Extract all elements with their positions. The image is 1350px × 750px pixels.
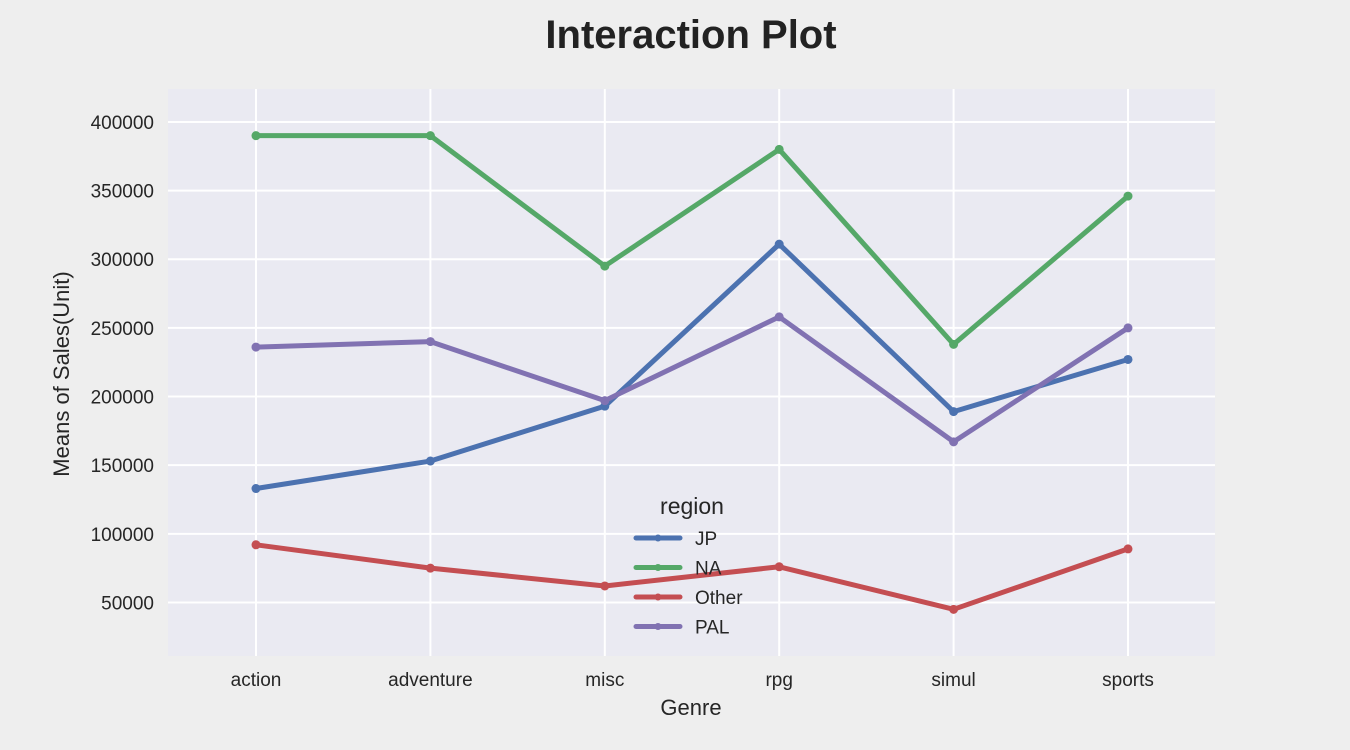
data-point-other xyxy=(1123,544,1133,554)
y-tick-label: 50000 xyxy=(101,593,154,614)
y-tick-label: 200000 xyxy=(91,388,154,409)
series-line-other xyxy=(253,542,1131,612)
legend-label-other: Other xyxy=(695,588,743,609)
data-point-jp xyxy=(1123,354,1133,364)
series-line-pal xyxy=(253,314,1131,445)
y-tick-label: 250000 xyxy=(91,319,154,340)
data-point-other xyxy=(600,581,610,591)
x-tick-label: rpg xyxy=(765,670,792,691)
data-point-pal xyxy=(949,437,959,447)
data-point-other xyxy=(949,604,959,614)
data-point-other xyxy=(251,540,261,550)
data-point-na xyxy=(949,339,959,349)
plot-area xyxy=(168,89,1215,656)
data-point-na xyxy=(251,131,261,141)
data-point-pal xyxy=(600,396,610,406)
data-point-other xyxy=(425,563,435,573)
legend-marker-other xyxy=(654,593,662,601)
legend: region JP NA Other PAL xyxy=(633,493,743,639)
legend-label-pal: PAL xyxy=(695,618,730,639)
legend-marker-jp xyxy=(654,534,662,542)
data-point-na xyxy=(774,144,784,154)
data-point-pal xyxy=(774,312,784,322)
y-tick-label: 150000 xyxy=(91,456,154,477)
legend-marker-na xyxy=(654,564,662,571)
y-tick-label: 350000 xyxy=(91,182,154,203)
data-point-jp xyxy=(251,484,261,494)
y-tick-label: 100000 xyxy=(91,525,154,546)
data-point-na xyxy=(600,261,610,271)
x-axis-label: Genre xyxy=(660,695,721,720)
data-point-jp xyxy=(949,407,959,417)
data-point-pal xyxy=(1123,323,1133,333)
y-axis-label: Means of Sales(Unit) xyxy=(49,271,74,476)
series-line-jp xyxy=(253,241,1131,492)
legend-label-jp: JP xyxy=(695,529,717,550)
data-point-pal xyxy=(425,337,435,347)
x-tick-label: simul xyxy=(931,670,975,691)
data-point-pal xyxy=(251,342,261,352)
chart-title: Interaction Plot xyxy=(545,13,836,57)
legend-title: region xyxy=(660,493,724,519)
legend-label-na: NA xyxy=(695,559,722,580)
data-point-na xyxy=(1123,191,1133,201)
y-tick-label: 400000 xyxy=(91,113,154,134)
x-tick-label: misc xyxy=(585,670,624,691)
data-point-na xyxy=(425,131,435,141)
data-point-jp xyxy=(425,456,435,466)
x-tick-label: adventure xyxy=(388,670,473,691)
y-tick-label: 300000 xyxy=(91,250,154,271)
data-point-jp xyxy=(774,239,784,249)
x-tick-label: action xyxy=(231,670,282,691)
series-line-na xyxy=(253,133,1131,347)
legend-marker-pal xyxy=(654,623,662,630)
x-tick-label: sports xyxy=(1102,670,1154,691)
data-point-other xyxy=(774,562,784,572)
